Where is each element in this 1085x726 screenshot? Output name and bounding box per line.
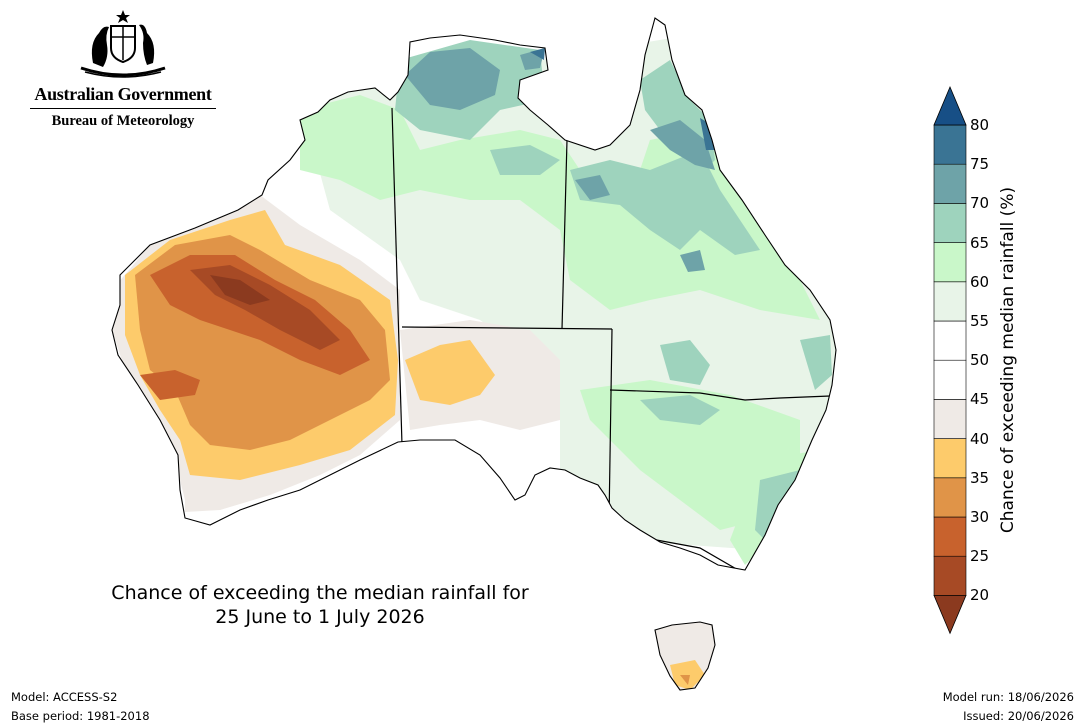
colorbar-tick-35: 35 — [970, 468, 990, 487]
mainland-coastline — [111, 17, 837, 571]
colorbar-swatch-45-50 — [933, 359, 967, 400]
colorbar-tick-70: 70 — [970, 194, 990, 213]
colorbar-tick-50: 50 — [970, 351, 990, 370]
issued-date: Issued: 20/06/2026 — [963, 709, 1074, 723]
tasmania-coastline — [654, 621, 716, 691]
colorbar-swatch-above-80 — [933, 85, 967, 126]
colorbar-tick-80: 80 — [970, 116, 990, 134]
colorbar-swatch-25-30 — [933, 516, 967, 557]
colorbar-swatch-50-55 — [933, 320, 967, 361]
map-title-line2: 25 June to 1 July 2026 — [215, 606, 425, 628]
colorbar-tick-20: 20 — [970, 586, 990, 605]
colorbar-tick-45: 45 — [970, 390, 990, 409]
colorbar-label: Chance of exceeding median rainfall (%) — [998, 186, 1018, 534]
colorbar-swatch-60-65 — [933, 242, 967, 283]
tasmania-rainfall-field — [655, 622, 715, 690]
colorbar-tick-25: 25 — [970, 547, 990, 566]
government-logo: Australian Government Bureau of Meteorol… — [18, 8, 228, 130]
colorbar-swatch-65-70 — [933, 203, 967, 243]
colorbar-swatch-55-60 — [933, 281, 967, 322]
base-period: Base period: 1981-2018 — [11, 709, 150, 723]
colorbar-tick-60: 60 — [970, 272, 990, 291]
map-title: Chance of exceeding the median rainfall … — [80, 581, 560, 629]
colorbar-swatch-35-40 — [933, 438, 967, 479]
colorbar-tick-40: 40 — [970, 429, 990, 448]
colorbar — [933, 85, 967, 635]
colorbar-tick-30: 30 — [970, 508, 990, 526]
colorbar-ticks: 20 25 30 35 40 45 50 55 60 65 70 75 80 — [925, 80, 1075, 640]
map-title-line1: Chance of exceeding the median rainfall … — [111, 582, 529, 604]
colorbar-swatch-30-35 — [933, 477, 967, 518]
colorbar-swatch-75-80 — [933, 124, 967, 165]
colorbar-swatch-20-25 — [933, 555, 967, 596]
model-name: Model: ACCESS-S2 — [11, 690, 118, 704]
coat-of-arms-icon — [80, 10, 166, 78]
logo-divider — [30, 108, 216, 109]
colorbar-tick-65: 65 — [970, 233, 990, 252]
government-name: Australian Government — [34, 84, 212, 104]
footer-left: Model: ACCESS-S2 Base period: 1981-2018 — [11, 688, 150, 726]
footer-right: Model run: 18/06/2026 Issued: 20/06/2026 — [943, 688, 1074, 726]
colorbar-tick-55: 55 — [970, 312, 990, 330]
agency-name: Bureau of Meteorology — [51, 113, 195, 129]
colorbar-tick-75: 75 — [970, 155, 990, 174]
model-run: Model run: 18/06/2026 — [942, 690, 1074, 704]
